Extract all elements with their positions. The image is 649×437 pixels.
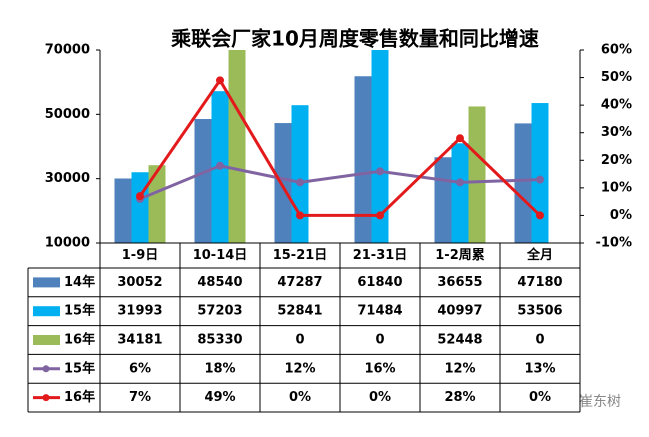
- legend-marker: [42, 394, 50, 402]
- x-tick-label: 全月: [526, 247, 553, 263]
- bar: [451, 143, 469, 243]
- table-value: 18%: [204, 361, 235, 376]
- bar: [291, 105, 309, 243]
- y2-tick-label: 0%: [610, 208, 632, 223]
- point: [536, 175, 544, 184]
- point: [536, 211, 544, 220]
- legend-marker: [33, 335, 60, 345]
- table-value: 0%: [529, 390, 551, 405]
- y2-tick-label: 60%: [601, 43, 632, 58]
- table-value: 0%: [289, 390, 311, 405]
- table-value: 12%: [284, 361, 315, 376]
- point: [216, 161, 224, 170]
- bar: [434, 157, 452, 243]
- bar: [114, 178, 132, 243]
- table-value: 40997: [437, 304, 482, 319]
- x-tick-label: 21-31日: [353, 248, 408, 263]
- point: [296, 178, 304, 187]
- table-value: 16%: [364, 361, 395, 376]
- legend-marker: [33, 306, 60, 317]
- y-tick-label: 30000: [45, 171, 90, 186]
- table-value: 34181: [117, 333, 162, 348]
- table-value: 0: [295, 333, 304, 348]
- legend-label: 15年: [64, 360, 95, 376]
- legend-label: 14年: [64, 274, 95, 290]
- bar: [228, 50, 246, 243]
- table-value: 49%: [204, 390, 235, 405]
- bar: [274, 123, 292, 243]
- table-value: 36655: [437, 275, 482, 290]
- bar: [371, 50, 389, 243]
- legend-label: 16年: [64, 389, 95, 405]
- x-tick-label: 10-14日: [193, 248, 248, 263]
- y2-tick-label: -10%: [595, 236, 632, 251]
- point: [216, 76, 224, 85]
- point: [376, 211, 384, 220]
- y-tick-label: 70000: [45, 43, 90, 58]
- bar: [468, 106, 486, 243]
- table-value: 47180: [517, 275, 562, 290]
- table-value: 52841: [277, 304, 322, 319]
- table-value: 48540: [197, 275, 242, 290]
- line: [138, 77, 542, 217]
- x-tick-label: 1-2周累: [435, 247, 485, 263]
- table-value: 30052: [117, 275, 162, 290]
- table-value: 7%: [129, 390, 151, 405]
- legend-label: 16年: [64, 332, 95, 348]
- table-value: 61840: [357, 275, 402, 290]
- legend-marker: [33, 277, 60, 288]
- bar: [354, 76, 372, 243]
- x-tick-label: 1-9日: [122, 248, 159, 263]
- y2-tick-label: 40%: [601, 98, 632, 113]
- y2-tick-label: 10%: [601, 180, 632, 195]
- point: [456, 134, 464, 143]
- y2-tick-label: 30%: [601, 125, 632, 140]
- point: [456, 178, 464, 187]
- bar: [194, 119, 212, 243]
- watermark: 崔东树: [579, 394, 621, 410]
- legend-marker: [42, 365, 50, 373]
- bar: [514, 123, 532, 243]
- table-value: 0: [375, 333, 384, 348]
- table-value: 13%: [524, 361, 555, 376]
- bar: [148, 165, 166, 243]
- table-value: 12%: [444, 361, 475, 376]
- table-value: 6%: [129, 361, 151, 376]
- table-value: 31993: [117, 304, 162, 319]
- y2-tick-label: 50%: [601, 70, 632, 85]
- table-value: 53506: [517, 304, 562, 319]
- bar: [131, 172, 149, 243]
- table-value: 0%: [369, 390, 391, 405]
- y-tick-label: 10000: [45, 236, 90, 251]
- line: [139, 164, 541, 201]
- table-value: 47287: [277, 275, 322, 290]
- table-value: 57203: [197, 304, 242, 319]
- legend-label: 15年: [64, 303, 95, 319]
- table-value: 52448: [437, 333, 482, 348]
- point: [296, 211, 304, 220]
- table-value: 28%: [444, 390, 475, 405]
- point: [376, 167, 384, 176]
- x-tick-label: 15-21日: [273, 248, 328, 263]
- y-tick-label: 50000: [45, 107, 90, 122]
- bar: [531, 103, 549, 243]
- table-value: 0: [535, 333, 544, 348]
- table-value: 71484: [357, 304, 402, 319]
- table-value: 85330: [197, 333, 242, 348]
- point: [136, 192, 144, 201]
- chart-title: 乘联会厂家10月周度零售数量和同比增速: [170, 27, 539, 51]
- y2-tick-label: 20%: [601, 153, 632, 168]
